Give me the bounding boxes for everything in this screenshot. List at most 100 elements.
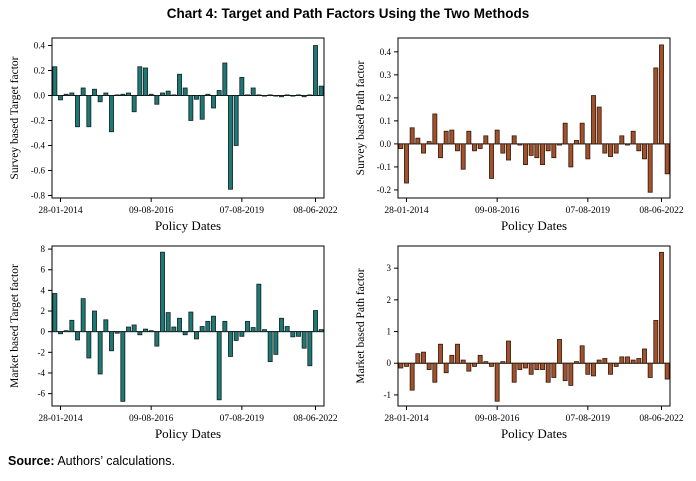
y-tick-label: -0.2 [31, 116, 45, 126]
bar [114, 331, 120, 334]
bar [188, 311, 194, 333]
bar [619, 356, 625, 364]
bar [409, 127, 415, 145]
bar [109, 331, 114, 352]
bar [75, 331, 80, 341]
bar [143, 328, 148, 333]
x-tick-label: 09-08-2016 [129, 206, 174, 216]
bar [630, 359, 636, 364]
bar [313, 310, 318, 333]
bar [126, 326, 131, 333]
bar [216, 331, 222, 401]
bar [647, 143, 653, 193]
bar [426, 141, 432, 145]
bar [653, 67, 659, 145]
bar [233, 95, 239, 146]
bar [506, 340, 511, 364]
bar [443, 130, 449, 145]
bar [568, 362, 574, 386]
bar [551, 362, 557, 378]
bar [608, 362, 613, 375]
bar [216, 90, 222, 96]
bar [80, 87, 86, 96]
bar [211, 315, 216, 333]
bar [489, 362, 494, 367]
bar [500, 143, 506, 154]
x-tick-label: 08-06-2022 [293, 206, 338, 216]
bar [511, 135, 517, 145]
bar [177, 73, 182, 96]
bar [148, 93, 154, 96]
bar [239, 76, 245, 96]
bar [182, 87, 188, 96]
y-tick-label: -0.4 [31, 141, 46, 151]
x-tick-label: 07-08-2019 [220, 414, 265, 424]
bar [602, 358, 608, 364]
bar [171, 94, 177, 96]
y-tick-label: 2 [387, 295, 392, 305]
bar [92, 310, 97, 333]
bar [103, 319, 109, 333]
bar [432, 113, 438, 145]
bar [256, 94, 262, 96]
chart-svg-market-target: 8 6 4 2 0 -2 -4 -6 28-01-2014 09-08-2016 07-08-201… [9, 244, 338, 441]
y-tick-label: -2 [38, 347, 46, 357]
bar [540, 362, 545, 370]
bar [245, 94, 250, 96]
plot-border [51, 37, 325, 199]
bar [58, 95, 63, 101]
bar [500, 361, 506, 364]
bar [415, 353, 421, 364]
x-tick-label: 09-08-2016 [475, 206, 520, 216]
bar [557, 339, 562, 364]
bar [148, 330, 154, 333]
bar [540, 143, 545, 166]
bar [154, 331, 160, 347]
bar [273, 331, 279, 355]
bar [574, 140, 579, 145]
bar [284, 94, 290, 96]
bar [625, 356, 630, 364]
bar [154, 95, 160, 105]
y-tick-label: 0.2 [380, 93, 391, 103]
bar [273, 95, 279, 97]
bar [86, 331, 92, 359]
y-tick-label: 0.4 [34, 41, 46, 51]
bar [438, 343, 443, 364]
bar [511, 362, 517, 383]
bar [160, 251, 165, 333]
bar [398, 143, 404, 149]
y-tick-label: 0.0 [380, 139, 392, 149]
bar [97, 95, 103, 103]
bar [460, 143, 466, 170]
bar [256, 283, 262, 333]
bar [318, 85, 324, 96]
bar [409, 362, 415, 391]
bar [75, 95, 80, 128]
bar [619, 135, 625, 145]
bar [120, 331, 126, 402]
x-axis-label: Policy Dates [501, 426, 567, 441]
y-tick-label: 4 [41, 285, 46, 295]
bar [131, 324, 137, 333]
y-tick-label: 3 [387, 263, 392, 273]
bar [279, 317, 284, 333]
bar [534, 143, 540, 159]
y-tick-label: -0.2 [377, 185, 391, 195]
y-tick-label: -0.8 [31, 191, 46, 201]
bar [239, 331, 245, 337]
bar [574, 361, 579, 364]
bar [69, 319, 75, 333]
bar [250, 87, 256, 96]
x-tick-label: 07-08-2019 [566, 414, 611, 424]
bar [494, 362, 500, 402]
bar [438, 143, 443, 159]
bar [307, 331, 313, 367]
y-tick-label: -1 [384, 390, 392, 400]
bar [528, 362, 534, 375]
y-tick-label: 0 [41, 327, 46, 337]
chart-svg-market-path: 3 2 1 0 -1 28-01-2014 09-08-2016 07-08-2019 08-0… [355, 245, 684, 441]
bar [636, 358, 642, 364]
x-tick-label: 28-01-2014 [384, 206, 429, 216]
y-tick-label: -4 [38, 368, 46, 378]
